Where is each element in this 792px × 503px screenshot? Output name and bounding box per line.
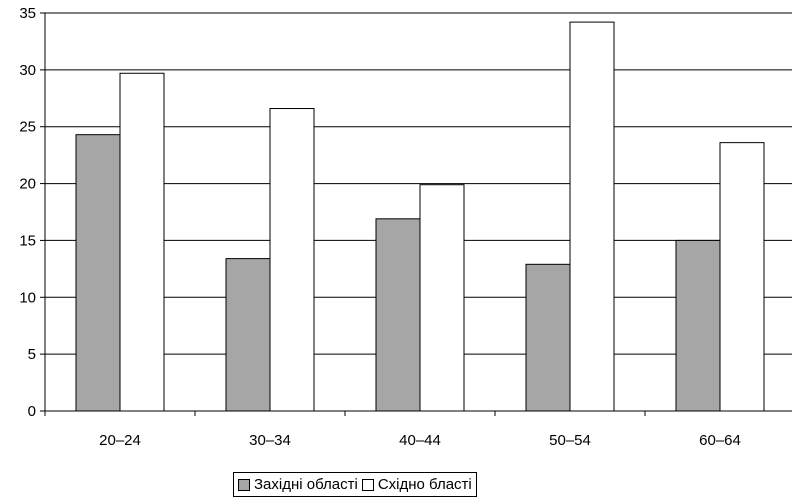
x-tick-label: 40–44	[399, 432, 441, 449]
bar-west-0	[75, 134, 121, 412]
bar-east-2	[419, 184, 465, 412]
legend-label-west: Західні області	[254, 476, 358, 493]
y-tick-label: 0	[28, 403, 36, 420]
x-tick-label: 30–34	[249, 432, 291, 449]
y-tick-label: 5	[28, 346, 36, 363]
bar-west-4	[675, 239, 721, 412]
x-tick-label: 60–64	[699, 432, 741, 449]
y-tick-label: 35	[19, 5, 36, 22]
axes	[40, 12, 792, 416]
bar-east-0	[119, 72, 165, 412]
legend-swatch-east	[361, 478, 374, 491]
legend-item-east: Східнo бласті	[361, 476, 472, 493]
bar-west-2	[375, 218, 421, 412]
y-tick-label: 10	[19, 289, 36, 306]
y-tick-label: 15	[19, 232, 36, 249]
legend-item-west: Західні області	[238, 476, 358, 493]
bar-chart: 0 5 10 15 20 25 30 35 20–24 30–34 40–44 50–54 60–64	[19, 5, 792, 449]
bar-west-3	[525, 263, 571, 412]
bar-east-1	[269, 108, 315, 412]
x-tick-label: 20–24	[99, 432, 141, 449]
bar-west-1	[225, 258, 271, 412]
legend: Західні області Східнo бласті	[233, 472, 477, 497]
bar-east-4	[719, 142, 765, 412]
y-tick-label: 30	[19, 62, 36, 79]
y-tick-label: 25	[19, 119, 36, 136]
bar-east-3	[569, 21, 615, 412]
y-tick-labels: 0 5 10 15 20 25 30 35	[19, 5, 36, 420]
x-tick-label: 50–54	[549, 432, 591, 449]
legend-swatch-west	[238, 478, 250, 491]
y-tick-label: 20	[19, 176, 36, 193]
x-tick-labels: 20–24 30–34 40–44 50–54 60–64	[99, 432, 741, 449]
bars	[75, 21, 765, 412]
legend-label-east: Східнo бласті	[377, 476, 472, 493]
